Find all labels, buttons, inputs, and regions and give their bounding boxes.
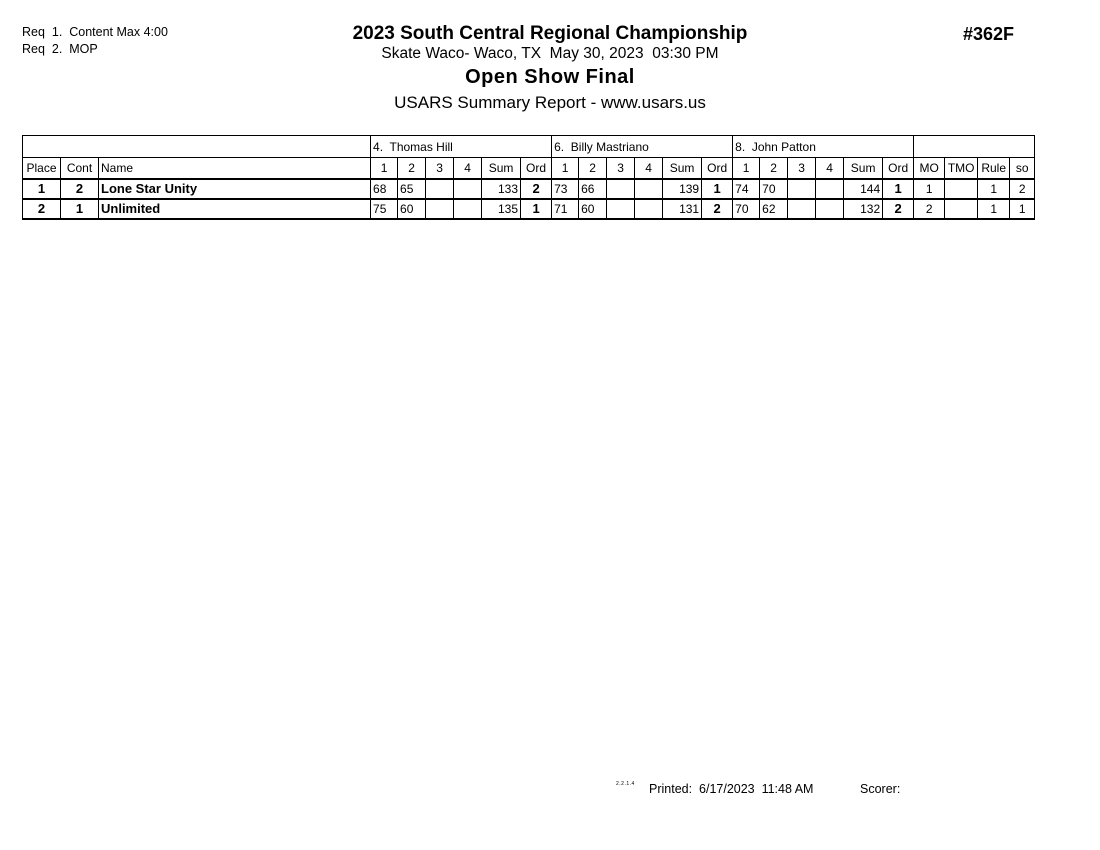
j2-col-4-header: 4 xyxy=(634,157,664,180)
j3-score-4-cell xyxy=(815,198,845,220)
rule-header: Rule xyxy=(977,157,1011,180)
championship-title: 2023 South Central Regional Championship xyxy=(352,23,748,44)
j2-sum-cell: 131 xyxy=(662,198,703,220)
j1-score-1-cell: 68 xyxy=(370,178,399,200)
j2-col-3-header: 3 xyxy=(606,157,636,180)
j3-col-3-header: 3 xyxy=(787,157,817,180)
judge-names-row: 4. Thomas Hill 6. Billy Mastriano 8. Joh… xyxy=(21,135,1036,158)
j1-sum-cell: 135 xyxy=(481,198,522,220)
judge-1-name: 4. Thomas Hill xyxy=(370,135,553,158)
j1-ord-cell: 2 xyxy=(520,178,553,200)
j3-sum-cell: 144 xyxy=(843,178,884,200)
printed-timestamp: Printed: 6/17/2023 11:48 AM xyxy=(649,782,814,796)
j3-ord-cell: 2 xyxy=(882,198,915,220)
j1-col-4-header: 4 xyxy=(453,157,483,180)
j3-ord-cell: 1 xyxy=(882,178,915,200)
j2-score-4-cell xyxy=(634,178,664,200)
event-name: Open Show Final xyxy=(465,66,635,88)
j1-sum-cell: 133 xyxy=(481,178,522,200)
j1-col-2-header: 2 xyxy=(397,157,427,180)
j1-score-3-cell xyxy=(425,178,455,200)
j1-score-2-cell: 65 xyxy=(397,178,427,200)
judge-3-name: 8. John Patton xyxy=(732,135,915,158)
tmo-header: TMO xyxy=(944,157,979,180)
judge-2-name: 6. Billy Mastriano xyxy=(551,135,734,158)
j3-ord-header: Ord xyxy=(882,157,915,180)
scorer-label: Scorer: xyxy=(860,782,901,796)
j2-score-1-cell: 73 xyxy=(551,178,580,200)
req-line-1: Req 1. Content Max 4:00 xyxy=(22,25,168,39)
j1-ord-header: Ord xyxy=(520,157,553,180)
mo-cell: 2 xyxy=(913,198,946,220)
j3-score-3-cell xyxy=(787,198,817,220)
j2-score-2-cell: 60 xyxy=(578,198,608,220)
event-number: #362F xyxy=(963,24,1015,44)
j2-ord-cell: 2 xyxy=(701,198,734,220)
software-version: 2.2.1.4 xyxy=(616,781,635,787)
j3-score-1-cell: 74 xyxy=(732,178,761,200)
j3-score-1-cell: 70 xyxy=(732,198,761,220)
j2-score-4-cell xyxy=(634,198,664,220)
j2-col-2-header: 2 xyxy=(578,157,608,180)
j2-col-1-header: 1 xyxy=(551,157,580,180)
j2-score-3-cell xyxy=(606,178,636,200)
j2-score-2-cell: 66 xyxy=(578,178,608,200)
results-table: 4. Thomas Hill 6. Billy Mastriano 8. Joh… xyxy=(21,135,1036,220)
j3-score-2-cell: 70 xyxy=(759,178,789,200)
judge-row-spacer-left xyxy=(21,135,372,158)
requirements-block: Req 1. Content Max 4:00 Req 2. MOP xyxy=(22,24,168,58)
j1-score-4-cell xyxy=(453,178,483,200)
tmo-cell xyxy=(944,198,979,220)
so-cell: 2 xyxy=(1009,178,1036,200)
j1-ord-cell: 1 xyxy=(520,198,553,220)
tmo-cell xyxy=(944,178,979,200)
j2-ord-header: Ord xyxy=(701,157,734,180)
j1-score-2-cell: 60 xyxy=(397,198,427,220)
j1-score-4-cell xyxy=(453,198,483,220)
place-cell: 2 xyxy=(22,198,61,220)
name-header: Name xyxy=(97,157,372,180)
j2-sum-cell: 139 xyxy=(662,178,703,200)
result-row-2: 2 1 Unlimited 75 60 135 1 71 60 131 2 70… xyxy=(22,198,1036,220)
judge-row-spacer-right xyxy=(913,135,1036,158)
mo-cell: 1 xyxy=(913,178,946,200)
j2-score-1-cell: 71 xyxy=(551,198,580,220)
j3-sum-header: Sum xyxy=(843,157,884,180)
report-name: USARS Summary Report - www.usars.us xyxy=(394,93,706,112)
j3-score-4-cell xyxy=(815,178,845,200)
rule-cell: 1 xyxy=(977,178,1011,200)
cont-cell: 1 xyxy=(60,198,99,220)
j1-sum-header: Sum xyxy=(481,157,522,180)
j1-col-3-header: 3 xyxy=(425,157,455,180)
column-header-row: Place Cont Name 1 2 3 4 Sum Ord 1 2 3 4 … xyxy=(22,157,1036,180)
place-header: Place xyxy=(22,157,61,180)
result-row-1: 1 2 Lone Star Unity 68 65 133 2 73 66 13… xyxy=(22,178,1036,200)
j2-sum-header: Sum xyxy=(662,157,703,180)
team-name-cell: Lone Star Unity xyxy=(97,178,372,200)
j1-score-3-cell xyxy=(425,198,455,220)
title-block: 2023 South Central Regional Championship… xyxy=(0,23,1100,114)
req-line-2: Req 2. MOP xyxy=(22,42,98,56)
cont-cell: 2 xyxy=(60,178,99,200)
mo-header: MO xyxy=(913,157,946,180)
j3-sum-cell: 132 xyxy=(843,198,884,220)
j2-score-3-cell xyxy=(606,198,636,220)
rule-cell: 1 xyxy=(977,198,1011,220)
j3-score-2-cell: 62 xyxy=(759,198,789,220)
j3-col-4-header: 4 xyxy=(815,157,845,180)
team-name-cell: Unlimited xyxy=(97,198,372,220)
j1-col-1-header: 1 xyxy=(370,157,399,180)
venue-date-line: Skate Waco- Waco, TX May 30, 2023 03:30 … xyxy=(381,45,719,62)
j3-score-3-cell xyxy=(787,178,817,200)
so-cell: 1 xyxy=(1009,198,1036,220)
j2-ord-cell: 1 xyxy=(701,178,734,200)
j3-col-1-header: 1 xyxy=(732,157,761,180)
place-cell: 1 xyxy=(22,178,61,200)
j1-score-1-cell: 75 xyxy=(370,198,399,220)
cont-header: Cont xyxy=(60,157,99,180)
j3-col-2-header: 2 xyxy=(759,157,789,180)
so-header: so xyxy=(1009,157,1036,180)
